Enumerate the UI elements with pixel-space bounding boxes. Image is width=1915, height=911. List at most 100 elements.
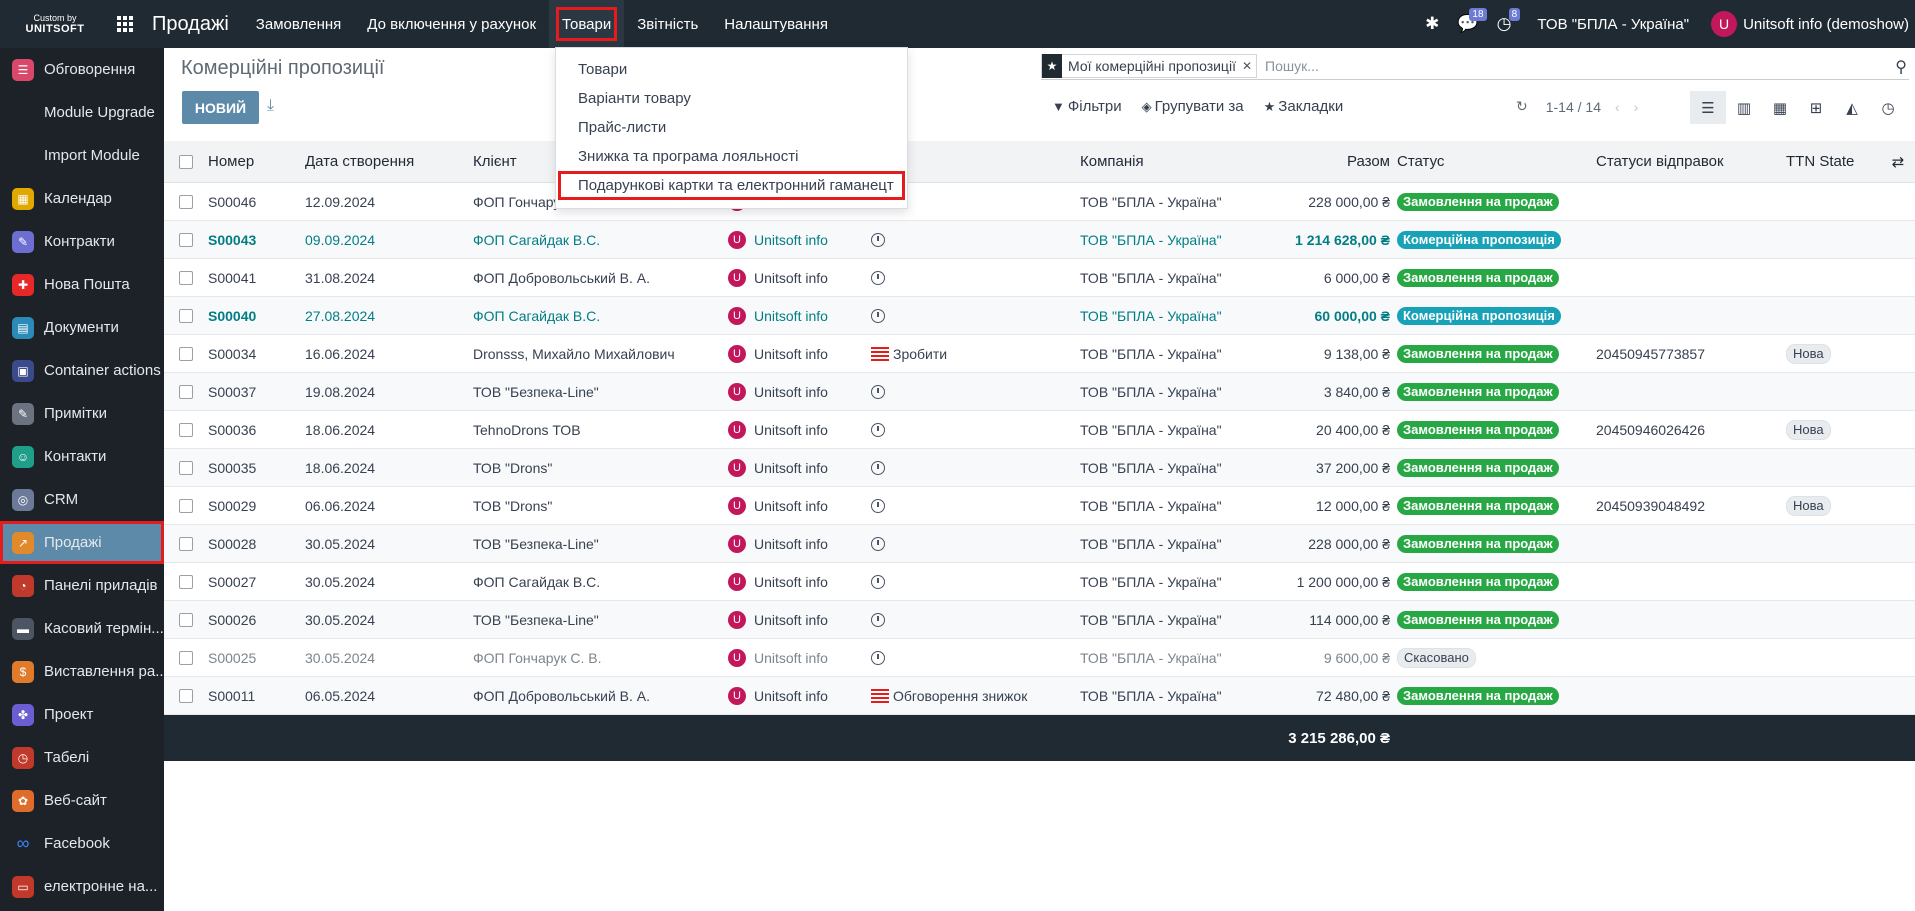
col-company[interactable]: Компанія	[1080, 153, 1144, 170]
clock-icon[interactable]	[871, 498, 885, 513]
clock-icon[interactable]	[871, 270, 885, 285]
activity-cell[interactable]	[871, 574, 1080, 589]
col-total[interactable]: Разом	[1346, 153, 1390, 170]
sidebar-item-11[interactable]: ↗ Продажі	[0, 521, 164, 564]
activity-cell[interactable]: Обговорення знижок	[871, 688, 1080, 704]
sidebar-item-18[interactable]: ∞ Facebook	[0, 822, 164, 865]
user-menu[interactable]: Unitsoft info (demoshow)	[1743, 15, 1909, 33]
clock-icon[interactable]	[871, 574, 885, 589]
menu-item-pricelists[interactable]: Прайс-листи	[578, 119, 667, 136]
sidebar-item-4[interactable]: ✎ Контракти	[0, 220, 164, 263]
table-row[interactable]: S00035 18.06.2024 ТОВ "Drons" U Unitsoft inf…	[164, 449, 1915, 487]
row-checkbox[interactable]	[164, 194, 208, 209]
table-row[interactable]: S00027 30.05.2024 ФОП Сагайдак В.С. U Unitso…	[164, 563, 1915, 601]
download-icon[interactable]: ⤓	[267, 97, 275, 114]
row-checkbox[interactable]	[164, 460, 208, 475]
user-avatar[interactable]: U	[1711, 11, 1738, 37]
search-icon[interactable]: ⚲	[1895, 59, 1907, 76]
facet-remove-icon[interactable]: ✕	[1241, 58, 1253, 73]
activity-cell[interactable]	[871, 498, 1080, 513]
company-logo[interactable]: Custom by UNITSOFT	[0, 0, 110, 48]
activity-cell[interactable]	[871, 384, 1080, 399]
col-shipping-status[interactable]: Статуси відправок	[1596, 153, 1724, 170]
menu-item-product-variants[interactable]: Варіанти товару	[578, 90, 691, 107]
table-row[interactable]: S00025 30.05.2024 ФОП Гончарук С. В. U Units…	[164, 639, 1915, 677]
sidebar-item-19[interactable]: ▭ електронне на...	[0, 865, 164, 908]
clock-icon[interactable]	[871, 460, 885, 475]
sidebar-item-1[interactable]: Module Upgrade	[0, 91, 164, 134]
clock-icon[interactable]	[871, 536, 885, 551]
menu-item-discount-loyalty[interactable]: Знижка та програма лояльності	[578, 148, 799, 165]
activity-cell[interactable]: Зробити	[871, 346, 1080, 362]
row-checkbox[interactable]	[164, 232, 208, 247]
sidebar-item-0[interactable]: ☰ Обговорення	[0, 48, 164, 91]
clock-icon[interactable]	[871, 384, 885, 399]
activity-cell[interactable]	[871, 232, 1080, 247]
sidebar-item-12[interactable]: ◔ Панелі приладів	[0, 564, 164, 607]
activity-cell[interactable]	[871, 536, 1080, 551]
table-row[interactable]: S00028 30.05.2024 ТОВ "Безпека-Line" U Units…	[164, 525, 1915, 563]
menu-configuration[interactable]: Налаштування	[724, 15, 828, 33]
table-row[interactable]: S00011 06.05.2024 ФОП Добровольський В. А.…	[164, 677, 1915, 715]
chevron-left-icon[interactable]: ‹	[1615, 98, 1620, 115]
graph-view-icon[interactable]: ◭	[1846, 99, 1858, 117]
activity-cell[interactable]	[871, 650, 1080, 665]
calendar-view-icon[interactable]: ▦	[1772, 99, 1788, 117]
activity-cell[interactable]	[871, 460, 1080, 475]
bug-icon[interactable]: ✱	[1425, 14, 1440, 33]
clock-icon[interactable]	[871, 650, 885, 665]
activity-cell[interactable]	[871, 308, 1080, 323]
sidebar-item-16[interactable]: ◷ Табелі	[0, 736, 164, 779]
menu-products[interactable]: Товари	[549, 0, 625, 48]
table-row[interactable]: S00041 31.08.2024 ФОП Добровольський В. А.…	[164, 259, 1915, 297]
search-facet[interactable]: ★ Мої комерційні пропозиції ✕	[1041, 53, 1258, 78]
col-date[interactable]: Дата створення	[305, 153, 415, 170]
kanban-view-icon[interactable]: ▥	[1736, 99, 1752, 117]
row-checkbox[interactable]	[164, 612, 208, 627]
sidebar-item-2[interactable]: Import Module	[0, 134, 164, 177]
app-title[interactable]: Продажі	[152, 12, 229, 35]
apps-menu-icon[interactable]	[110, 0, 140, 48]
optional-columns-icon[interactable]: ⇄	[1891, 153, 1905, 171]
list-view-icon[interactable]: ☰	[1690, 91, 1726, 124]
clock-icon[interactable]	[871, 232, 885, 247]
activity-cell[interactable]	[871, 270, 1080, 285]
row-checkbox[interactable]	[164, 536, 208, 551]
sidebar-item-17[interactable]: ✿ Веб-сайт	[0, 779, 164, 822]
menu-item-gift-cards-ewallet[interactable]: Подарункові картки та електронний гамане…	[558, 171, 905, 200]
row-checkbox[interactable]	[164, 346, 208, 361]
row-checkbox[interactable]	[164, 308, 208, 323]
row-checkbox[interactable]	[164, 574, 208, 589]
refresh-icon[interactable]: ↻	[1516, 98, 1528, 114]
messages-icon[interactable]: 💬 18	[1457, 8, 1487, 34]
search-input[interactable]	[1265, 57, 1909, 74]
sidebar-item-15[interactable]: ✤ Проект	[0, 693, 164, 736]
table-row[interactable]: S00034 16.06.2024 Dronsss, Михайло Михайло…	[164, 335, 1915, 373]
table-row[interactable]: S00029 06.06.2024 ТОВ "Drons" U Unitsoft inf…	[164, 487, 1915, 525]
sidebar-item-10[interactable]: ◎ CRM	[0, 478, 164, 521]
chevron-right-icon[interactable]: ›	[1633, 98, 1639, 115]
sidebar-item-8[interactable]: ✎ Примітки	[0, 392, 164, 435]
sidebar-item-14[interactable]: $ Виставлення ра...	[0, 650, 168, 693]
sidebar-item-7[interactable]: ▣ Container actions	[0, 349, 164, 392]
clock-icon[interactable]	[871, 422, 885, 437]
clock-icon[interactable]	[871, 308, 885, 323]
col-number[interactable]: Номер	[208, 153, 255, 170]
row-checkbox[interactable]	[164, 498, 208, 513]
activity-cell[interactable]	[871, 422, 1080, 437]
sidebar-item-13[interactable]: ▬ Касовий термін...	[0, 607, 164, 650]
col-ttn-state[interactable]: TTN State	[1786, 153, 1855, 170]
table-row[interactable]: S00026 30.05.2024 ТОВ "Безпека-Line" U Units…	[164, 601, 1915, 639]
sidebar-item-3[interactable]: ▦ Календар	[0, 177, 164, 220]
row-checkbox[interactable]	[164, 650, 208, 665]
company-switcher[interactable]: ТОВ "БПЛА - Україна"	[1537, 15, 1690, 33]
menu-reporting[interactable]: Звітність	[637, 15, 699, 33]
col-client[interactable]: Клієнт	[473, 153, 517, 170]
filters-button[interactable]: ▼ Фільтри	[1052, 98, 1122, 115]
menu-to-invoice[interactable]: До включення у рахунок	[367, 15, 537, 33]
table-row[interactable]: S00043 09.09.2024 ФОП Сагайдак В.С. U Unitso…	[164, 221, 1915, 259]
pager-value[interactable]: 1-14 / 14	[1545, 98, 1601, 115]
select-all-checkbox[interactable]	[164, 154, 208, 169]
row-checkbox[interactable]	[164, 384, 208, 399]
